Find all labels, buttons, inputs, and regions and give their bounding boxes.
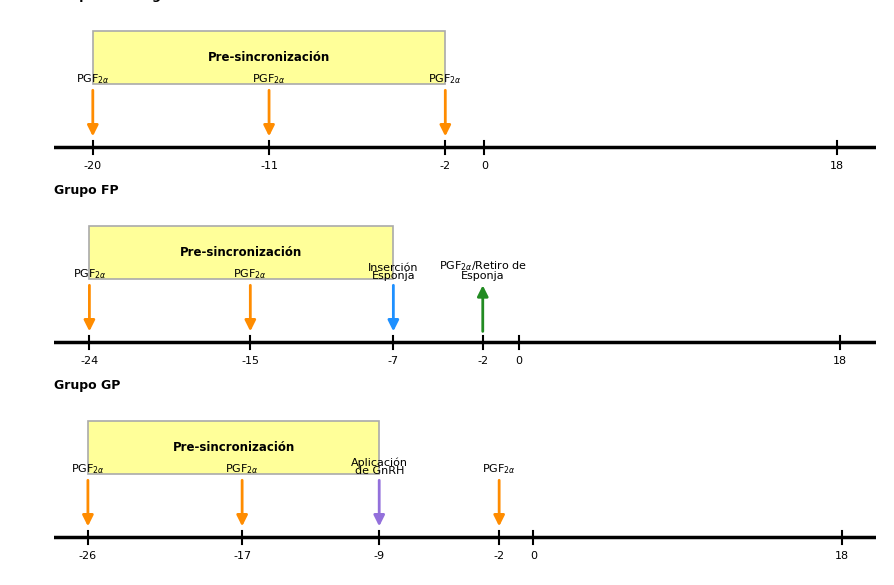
Text: de GnRH: de GnRH [355, 466, 404, 476]
Text: 0: 0 [530, 551, 537, 561]
Text: -9: -9 [374, 551, 384, 561]
Text: Pre-sincronización: Pre-sincronización [208, 51, 330, 64]
Text: Grupo P (testigo): Grupo P (testigo) [54, 0, 175, 2]
Text: -11: -11 [260, 161, 278, 171]
Text: Grupo GP: Grupo GP [54, 379, 120, 392]
Text: PGF$_{2\alpha}$: PGF$_{2\alpha}$ [252, 72, 286, 86]
Text: 0: 0 [515, 356, 522, 366]
Text: PGF$_{2\alpha}$/Retiro de: PGF$_{2\alpha}$/Retiro de [439, 259, 527, 273]
Text: Pre-sincronización: Pre-sincronización [181, 246, 302, 259]
Text: -2: -2 [493, 551, 505, 561]
Text: Aplicación: Aplicación [350, 457, 408, 467]
FancyBboxPatch shape [89, 226, 393, 279]
Text: Pre-sincronización: Pre-sincronización [173, 441, 295, 454]
Text: Esponja: Esponja [372, 271, 415, 281]
Text: PGF$_{2\alpha}$: PGF$_{2\alpha}$ [72, 267, 106, 281]
Text: PGF$_{2\alpha}$: PGF$_{2\alpha}$ [482, 462, 516, 476]
Text: Inserción: Inserción [368, 263, 418, 273]
Text: Esponja: Esponja [461, 271, 504, 281]
Text: PGF$_{2\alpha}$: PGF$_{2\alpha}$ [71, 462, 105, 476]
Text: -15: -15 [241, 356, 259, 366]
Text: -2: -2 [440, 161, 451, 171]
FancyBboxPatch shape [88, 421, 379, 474]
Text: -24: -24 [80, 356, 98, 366]
Text: 18: 18 [835, 551, 849, 561]
Text: Grupo FP: Grupo FP [54, 184, 118, 197]
Text: PGF$_{2\alpha}$: PGF$_{2\alpha}$ [225, 462, 259, 476]
Text: 18: 18 [833, 356, 848, 366]
Text: -17: -17 [233, 551, 251, 561]
Text: -26: -26 [79, 551, 97, 561]
FancyBboxPatch shape [93, 31, 445, 84]
Text: 18: 18 [830, 161, 844, 171]
Text: -2: -2 [477, 356, 488, 366]
Text: PGF$_{2\alpha}$: PGF$_{2\alpha}$ [428, 72, 462, 86]
Text: -20: -20 [84, 161, 102, 171]
Text: PGF$_{2\alpha}$: PGF$_{2\alpha}$ [76, 72, 110, 86]
Text: PGF$_{2\alpha}$: PGF$_{2\alpha}$ [233, 267, 267, 281]
Text: 0: 0 [481, 161, 488, 171]
Text: -7: -7 [388, 356, 399, 366]
